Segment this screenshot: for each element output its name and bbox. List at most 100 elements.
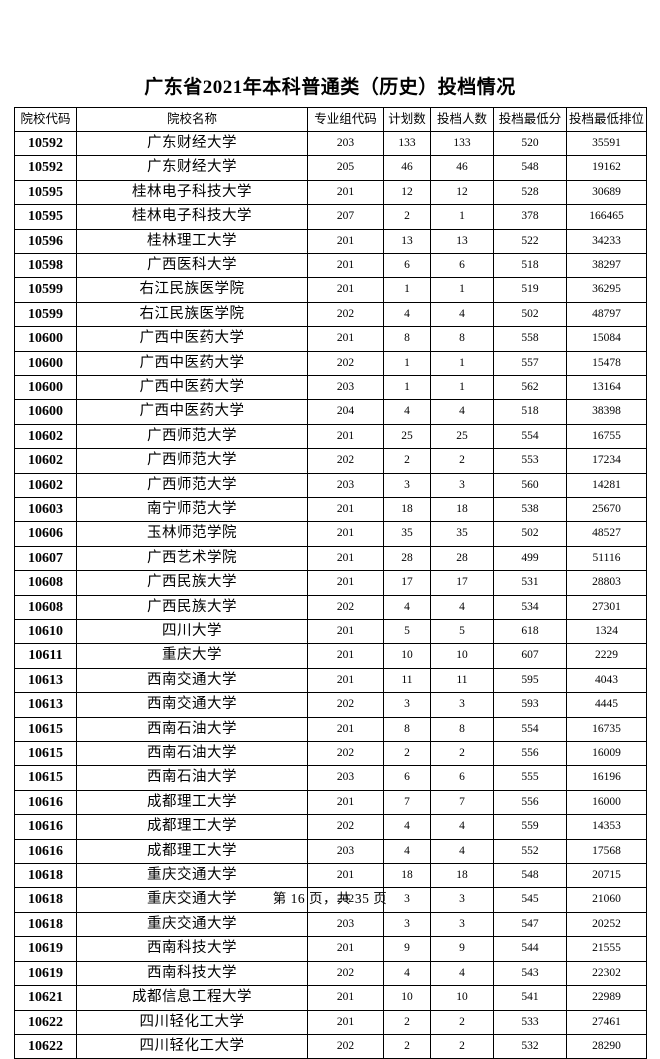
cell-school-code: 10608 [14,570,77,596]
cell-min-score: 556 [493,741,567,767]
cell-min-score: 557 [493,350,567,376]
cell-admitted-count: 4 [430,960,494,987]
cell-plan-count: 4 [383,814,431,840]
cell-group-code: 201 [307,277,384,303]
cell-admitted-count: 1 [430,350,494,376]
cell-school-name: 南宁师范大学 [76,496,308,523]
cell-plan-count: 18 [383,496,431,523]
cell-plan-count: 3 [383,911,431,938]
cell-school-code: 10618 [14,863,77,889]
cell-school-code: 10600 [14,399,77,425]
cell-school-code: 10602 [14,448,77,474]
cell-plan-count: 28 [383,545,431,572]
cell-school-name: 玉林师范学院 [76,521,308,547]
cell-plan-count: 6 [383,252,431,279]
table-row: 10608 广西民族大学 202 4 4 534 27301 [14,594,647,621]
cell-min-rank: 2229 [566,643,647,669]
cell-min-score: 559 [493,814,567,840]
cell-group-code: 201 [307,326,384,352]
cell-group-code: 202 [307,448,384,474]
cell-school-code: 10606 [14,521,77,547]
cell-group-code: 201 [307,667,384,694]
cell-min-rank: 20252 [566,911,647,938]
cell-school-name: 成都理工大学 [76,814,308,840]
cell-admitted-count: 3 [430,692,494,718]
cell-admitted-count: 13 [430,228,494,254]
cell-group-code: 202 [307,960,384,987]
cell-school-code: 10595 [14,204,77,230]
table-row: 10603 南宁师范大学 201 18 18 538 25670 [14,496,647,523]
cell-school-code: 10613 [14,692,77,718]
cell-plan-count: 46 [383,155,431,181]
cell-school-name: 重庆交通大学 [76,887,308,913]
cell-plan-count: 8 [383,716,431,743]
cell-plan-count: 2 [383,448,431,474]
cell-min-score: 502 [493,301,567,328]
cell-admitted-count: 2 [430,1009,494,1035]
table-row: 10618 重庆交通大学 202 3 3 545 21060 [14,887,647,913]
cell-min-score: 552 [493,838,567,865]
table-row: 10619 西南科技大学 201 9 9 544 21555 [14,936,647,962]
cell-admitted-count: 4 [430,301,494,328]
cell-plan-count: 4 [383,301,431,328]
cell-school-code: 10602 [14,423,77,450]
cell-admitted-count: 3 [430,911,494,938]
cell-school-name: 右江民族医学院 [76,301,308,328]
cell-min-score: 556 [493,789,567,816]
cell-admitted-count: 1 [430,374,494,401]
table-row: 10610 四川大学 201 5 5 618 1324 [14,619,647,645]
cell-school-name: 广西医科大学 [76,252,308,279]
column-header-school-name: 院校名称 [76,106,308,132]
cell-plan-count: 3 [383,472,431,498]
cell-plan-count: 5 [383,619,431,645]
cell-min-score: 534 [493,594,567,621]
table-row: 10606 玉林师范学院 201 35 35 502 48527 [14,521,647,547]
column-header-min-rank: 投档最低排位 [566,106,647,132]
cell-school-code: 10619 [14,936,77,962]
cell-school-code: 10613 [14,667,77,694]
table-row: 10595 桂林电子科技大学 201 12 12 528 30689 [14,179,647,206]
cell-min-score: 528 [493,179,567,206]
cell-min-score: 533 [493,1009,567,1035]
cell-school-code: 10615 [14,765,77,791]
cell-min-rank: 17568 [566,838,647,865]
admission-scores-table: 院校代码 院校名称 专业组代码 计划数 投档人数 投档最低分 投档最低排位 10… [14,106,647,1059]
cell-plan-count: 4 [383,960,431,987]
cell-min-score: 554 [493,423,567,450]
cell-school-name: 西南科技大学 [76,960,308,987]
cell-min-score: 555 [493,765,567,791]
cell-school-code: 10618 [14,887,77,913]
cell-admitted-count: 4 [430,594,494,621]
cell-admitted-count: 18 [430,496,494,523]
cell-plan-count: 35 [383,521,431,547]
cell-min-score: 520 [493,130,567,157]
table-row: 10613 西南交通大学 202 3 3 593 4445 [14,692,647,718]
cell-min-score: 543 [493,960,567,987]
cell-school-code: 10618 [14,911,77,938]
cell-school-code: 10616 [14,789,77,816]
cell-min-rank: 35591 [566,130,647,157]
cell-school-code: 10621 [14,985,77,1011]
cell-min-rank: 22989 [566,985,647,1011]
cell-min-score: 548 [493,155,567,181]
cell-admitted-count: 35 [430,521,494,547]
cell-admitted-count: 5 [430,619,494,645]
cell-min-score: 518 [493,252,567,279]
cell-admitted-count: 12 [430,179,494,206]
table-row: 10613 西南交通大学 201 11 11 595 4043 [14,667,647,694]
cell-school-code: 10622 [14,1009,77,1035]
cell-min-score: 499 [493,545,567,572]
cell-school-code: 10599 [14,277,77,303]
cell-group-code: 202 [307,814,384,840]
cell-min-rank: 16000 [566,789,647,816]
cell-min-score: 560 [493,472,567,498]
table-row: 10600 广西中医药大学 201 8 8 558 15084 [14,326,647,352]
cell-min-rank: 17234 [566,448,647,474]
cell-min-score: 378 [493,204,567,230]
cell-school-name: 广西师范大学 [76,448,308,474]
cell-admitted-count: 2 [430,448,494,474]
table-row: 10615 西南石油大学 201 8 8 554 16735 [14,716,647,743]
cell-plan-count: 1 [383,350,431,376]
cell-group-code: 202 [307,594,384,621]
column-header-group-code: 专业组代码 [307,106,384,132]
